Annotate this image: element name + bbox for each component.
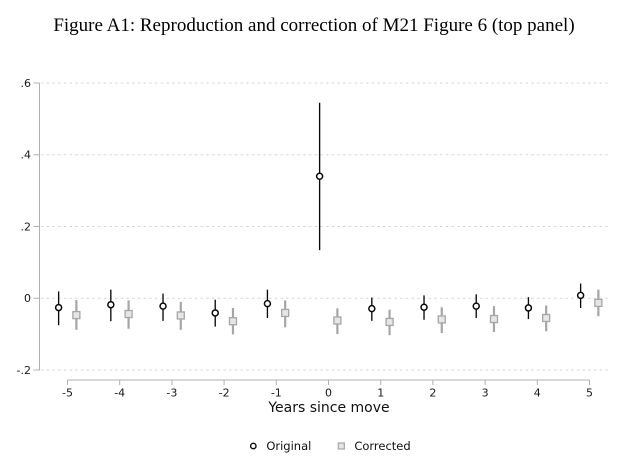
- marker-original: [211, 309, 219, 317]
- marker-original: [107, 300, 115, 309]
- square-marker-icon: [337, 442, 345, 450]
- x-tick-label: 0: [325, 387, 332, 400]
- x-tick-label: -5: [62, 387, 73, 400]
- marker-corrected: [385, 317, 394, 327]
- marker-corrected: [437, 315, 446, 324]
- marker-original: [420, 303, 428, 311]
- marker-original: [315, 172, 324, 181]
- legend-item-corrected: Corrected: [335, 439, 411, 453]
- x-axis-title: Years since move: [268, 400, 390, 416]
- x-tick-label: 3: [482, 387, 489, 400]
- y-tick-label: .6: [21, 77, 32, 90]
- marker-corrected: [228, 317, 238, 326]
- marker-original: [159, 302, 167, 310]
- x-tick-label: -1: [271, 387, 282, 400]
- marker-corrected: [281, 308, 290, 318]
- marker-corrected: [72, 310, 81, 320]
- marker-corrected: [594, 298, 603, 308]
- legend: Original Corrected: [247, 439, 411, 453]
- x-tick-label: -4: [114, 387, 125, 400]
- legend-label-corrected: Corrected: [354, 439, 411, 453]
- x-tick-label: 4: [534, 387, 541, 400]
- marker-corrected: [176, 311, 185, 320]
- x-tick-label: 2: [429, 387, 436, 400]
- x-tick-label: 5: [586, 387, 593, 400]
- marker-original: [54, 303, 63, 312]
- y-tick-label: 0: [24, 292, 31, 305]
- marker-original: [472, 302, 480, 310]
- marker-corrected: [489, 314, 499, 324]
- marker-corrected: [333, 316, 342, 325]
- legend-label-original: Original: [266, 439, 312, 453]
- marker-original: [368, 304, 376, 313]
- marker-original: [524, 304, 533, 312]
- x-tick-label: -2: [219, 387, 230, 400]
- chart-title: Figure A1: Reproduction and correction o…: [53, 15, 575, 36]
- legend-item-original: Original: [247, 439, 311, 453]
- marker-original: [263, 299, 272, 308]
- x-tick-label: -3: [166, 387, 177, 400]
- marker-corrected: [124, 309, 133, 319]
- circle-marker-icon: [249, 442, 257, 450]
- marker-original: [576, 291, 585, 300]
- y-tick-label: .4: [21, 149, 32, 162]
- y-tick-label: -.2: [17, 364, 31, 377]
- x-tick-label: 1: [377, 387, 384, 400]
- marker-corrected: [542, 313, 551, 323]
- y-tick-label: .2: [21, 220, 32, 233]
